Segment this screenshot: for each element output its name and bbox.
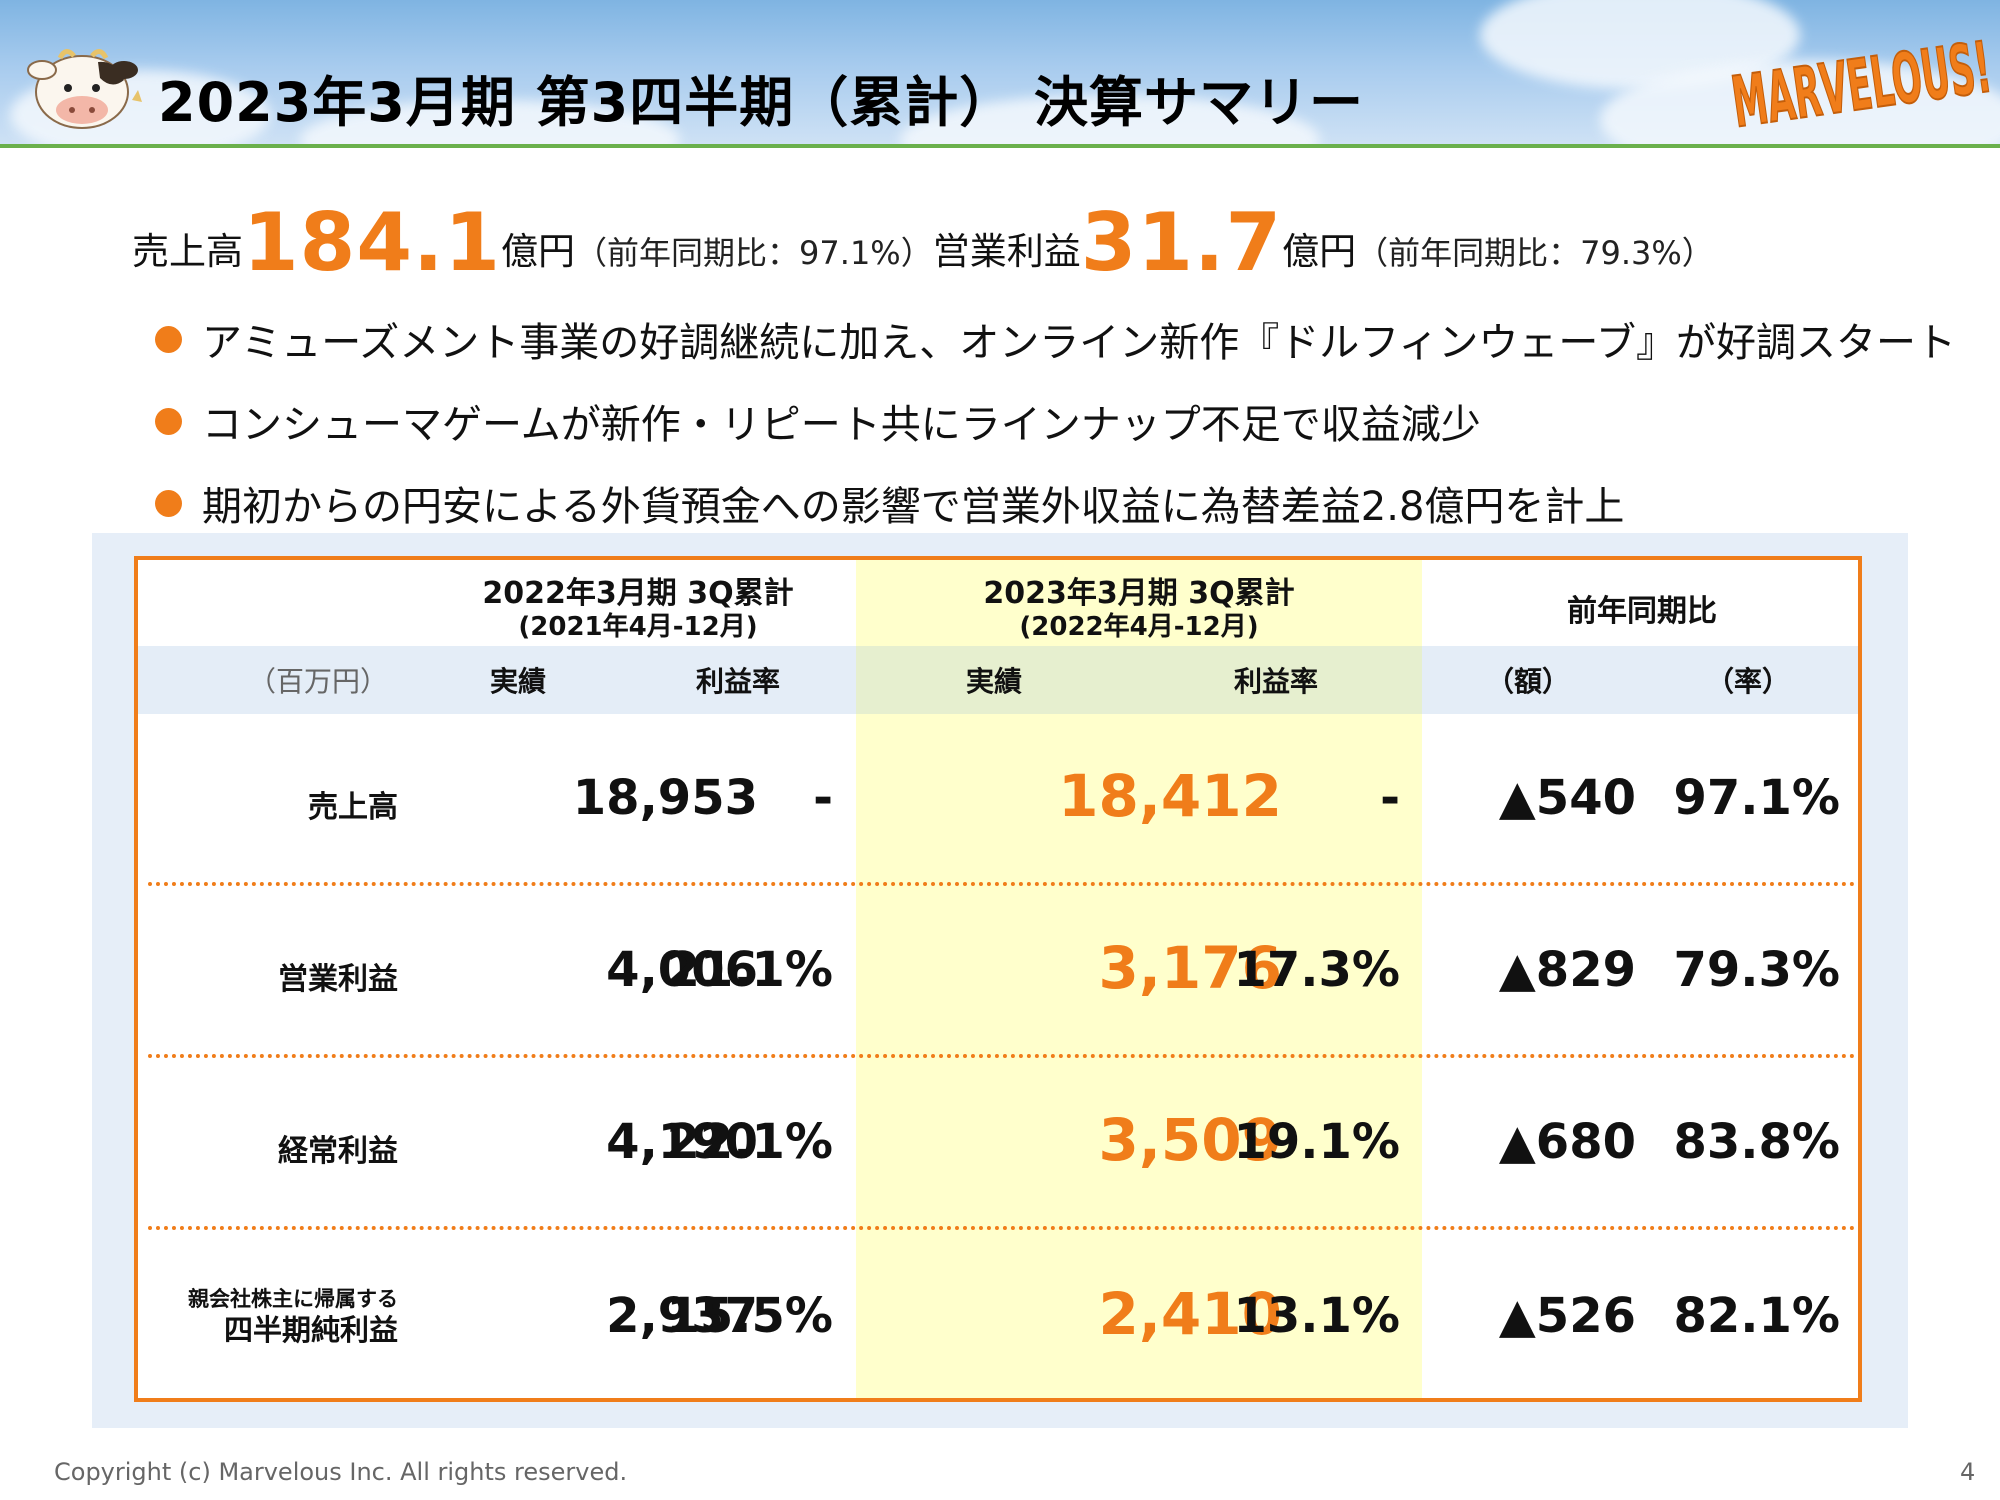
col-yoy-amount: （額） xyxy=(1485,665,1570,698)
cell-prev-margin: 15.5% xyxy=(666,1288,833,1344)
op-label: 営業利益 xyxy=(932,230,1081,273)
subheader-highlight xyxy=(856,646,1422,714)
row-separator xyxy=(148,1054,1856,1058)
row-label-net-income: 親会社株主に帰属する 四半期純利益 xyxy=(148,1286,398,1349)
cell-curr-actual: 18,412 xyxy=(1058,762,1282,830)
group-prev-title: 2022年3月期 3Q累計 xyxy=(482,576,794,611)
row-label-sales: 売上高 xyxy=(308,790,398,825)
col-yoy-rate: （率） xyxy=(1705,665,1790,698)
cell-curr-actual: 2,410 xyxy=(1098,1280,1282,1348)
results-table: 2022年3月期 3Q累計 (2021年4月-12月) 2023年3月期 3Q累… xyxy=(134,556,1862,1402)
cell-prev-actual: 18,953 xyxy=(572,770,758,826)
cell-yoy-amount: ▲829 xyxy=(1498,942,1636,998)
group-curr-period: (2022年4月-12月) xyxy=(1019,612,1259,642)
op-ratio: （前年同期比：79.3%） xyxy=(1356,234,1714,272)
cell-curr-margin: 19.1% xyxy=(1233,1114,1400,1170)
cell-yoy-amount: ▲540 xyxy=(1498,770,1636,826)
sales-label: 売上高 xyxy=(132,230,243,273)
group-curr-title: 2023年3月期 3Q累計 xyxy=(983,576,1295,611)
sales-unit: 億円 xyxy=(501,230,576,273)
copyright-text: Copyright (c) Marvelous Inc. All rights … xyxy=(54,1458,628,1486)
bullet-text: アミューズメント事業の好調継続に加え、オンライン新作『ドルフィンウェーブ』が好調… xyxy=(202,320,1956,366)
cell-yoy-amount: ▲526 xyxy=(1498,1288,1636,1344)
cell-curr-margin: 13.1% xyxy=(1233,1288,1400,1344)
cell-yoy-rate: 79.3% xyxy=(1673,942,1840,998)
group-prev-period: (2021年4月-12月) xyxy=(518,612,758,642)
list-item: コンシューマゲームが新作・リピート共にラインナップ不足で収益減少 xyxy=(155,380,1956,462)
bullet-dot-icon xyxy=(155,325,182,353)
op-unit: 億円 xyxy=(1282,230,1357,273)
cell-prev-actual: 4,190 xyxy=(606,1114,758,1170)
cow-mascot-icon xyxy=(27,49,142,129)
cell-yoy-rate: 97.1% xyxy=(1673,770,1840,826)
col-curr-margin: 利益率 xyxy=(1233,665,1318,698)
header-divider xyxy=(0,144,2000,148)
summary-line: 売上高184.1億円（前年同期比：97.1%）営業利益31.7億円（前年同期比：… xyxy=(132,196,1714,289)
sales-ratio: （前年同期比：97.1%） xyxy=(575,234,933,272)
page-number: 4 xyxy=(1960,1458,1976,1486)
list-item: 期初からの円安による外貨預金への影響で営業外収益に為替差益2.8億円を計上 xyxy=(155,462,1956,544)
cell-prev-margin: 21.1% xyxy=(666,942,833,998)
col-prev-actual: 実績 xyxy=(489,665,546,698)
cell-yoy-rate: 82.1% xyxy=(1673,1288,1840,1344)
col-curr-actual: 実績 xyxy=(965,665,1022,698)
row-separator xyxy=(148,1226,1856,1230)
page-title: 2023年3月期 第3四半期（累計） 決算サマリー xyxy=(158,71,1365,134)
cell-prev-margin: - xyxy=(813,770,833,826)
cell-curr-margin: 17.3% xyxy=(1233,942,1400,998)
header-banner xyxy=(0,0,2000,146)
row-label-operating-profit: 営業利益 xyxy=(278,962,398,997)
cell-curr-actual: 3,176 xyxy=(1098,934,1282,1002)
sales-value: 184.1 xyxy=(243,196,502,289)
bullet-text: コンシューマゲームが新作・リピート共にラインナップ不足で収益減少 xyxy=(202,402,1481,448)
col-prev-margin: 利益率 xyxy=(695,665,780,698)
cell-prev-actual: 4,006 xyxy=(606,942,758,998)
op-value: 31.7 xyxy=(1080,196,1283,289)
bullet-list: アミューズメント事業の好調継続に加え、オンライン新作『ドルフィンウェーブ』が好調… xyxy=(155,298,1956,544)
row-separator xyxy=(148,882,1856,886)
row-label-line2: 四半期純利益 xyxy=(223,1313,398,1348)
cell-prev-margin: 22.1% xyxy=(666,1114,833,1170)
group-yoy-title: 前年同期比 xyxy=(1567,594,1717,629)
marvelous-logo: MARVELOUS! xyxy=(1726,25,1997,134)
cell-yoy-rate: 83.8% xyxy=(1673,1114,1840,1170)
unit-label: （百万円） xyxy=(247,665,388,698)
cell-curr-margin: - xyxy=(1380,770,1400,826)
cell-prev-actual: 2,937 xyxy=(606,1288,758,1344)
cell-curr-actual: 3,509 xyxy=(1098,1106,1282,1174)
cell-yoy-amount: ▲680 xyxy=(1498,1114,1636,1170)
row-label-ordinary-profit: 経常利益 xyxy=(278,1134,398,1169)
bullet-text: 期初からの円安による外貨預金への影響で営業外収益に為替差益2.8億円を計上 xyxy=(202,484,1625,530)
bullet-dot-icon xyxy=(155,407,182,435)
list-item: アミューズメント事業の好調継続に加え、オンライン新作『ドルフィンウェーブ』が好調… xyxy=(155,298,1956,380)
row-label-line1: 親会社株主に帰属する xyxy=(188,1287,398,1311)
logo-text: MARVELOUS! xyxy=(1727,26,1996,134)
bullet-dot-icon xyxy=(155,489,182,517)
